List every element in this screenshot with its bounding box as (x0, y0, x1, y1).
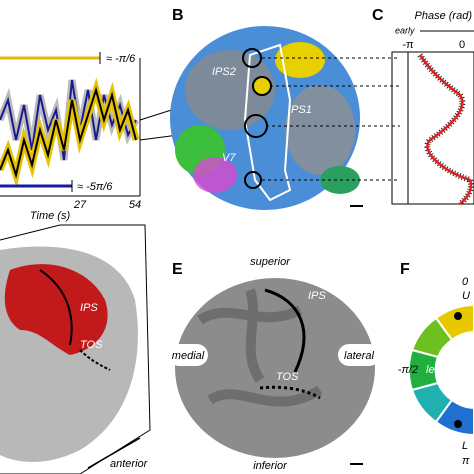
label-bg (338, 344, 380, 366)
panel-c: C Phase (rad) early -π 0 (372, 7, 474, 207)
panel-e: E superior medial lateral IPS TOS inferi… (168, 256, 380, 472)
roi-outline (243, 43, 292, 202)
arrow (87, 437, 141, 469)
roi-circle (252, 76, 272, 96)
marker (454, 420, 462, 428)
area-label: IPS (80, 302, 98, 314)
panel-b: B IPS2 IPS1 V7 (170, 7, 400, 210)
patch (285, 85, 355, 175)
tick-label: 27 (73, 199, 87, 211)
area-label: IPS (308, 290, 326, 302)
sulci (197, 288, 323, 407)
guides (262, 57, 400, 181)
area-label: TOS (80, 339, 103, 351)
panel-label: B (172, 7, 184, 24)
orientation-label: lateral (344, 350, 375, 362)
panel-label: E (172, 261, 183, 278)
trace-black (0, 86, 137, 179)
roi-region (4, 264, 108, 355)
tick-label: 54 (129, 199, 141, 211)
axis-title: Phase (rad) (415, 10, 473, 22)
tos-line (259, 385, 321, 400)
panel-d: IPS TOS anterior (0, 224, 151, 474)
sulcus-line (39, 269, 73, 346)
area-label: V7 (222, 152, 236, 164)
area-label: TOS (276, 371, 299, 383)
fit-curve (418, 54, 473, 205)
axis-label: Time (s) (30, 210, 71, 222)
wheel-label: 0 (462, 276, 469, 288)
panel-a: ≈ -π/6 ≈ -5π/6 27 54 Time (s) (0, 52, 256, 222)
phase-label: ≈ -5π/6 (77, 181, 113, 193)
wheel-label: U (462, 290, 470, 302)
area-label: IPS1 (288, 104, 312, 116)
patch (185, 50, 275, 130)
color-wheel (407, 303, 474, 437)
subtitle: early (395, 25, 415, 35)
orientation-label: medial (172, 350, 205, 362)
tick-label: -π (402, 39, 414, 51)
patch (193, 157, 237, 193)
panel-f: F 0 U -π/2 left L π (398, 261, 474, 467)
wheel-label: L (462, 440, 468, 452)
panel-label: F (400, 261, 410, 278)
orientation-label: inferior (253, 460, 288, 472)
orientation-label: superior (250, 256, 291, 268)
area-label: IPS2 (212, 66, 236, 78)
wheel-label: -π/2 (398, 364, 418, 376)
roi-circle (242, 48, 262, 68)
panel-label: C (372, 7, 384, 24)
bounding-box (0, 224, 151, 474)
wheel-label: π (462, 455, 470, 467)
tick-label: 0 (459, 39, 465, 51)
plot-frame (391, 51, 474, 205)
wheel-label: left (426, 364, 442, 376)
roi-circle (244, 171, 262, 189)
marker (454, 312, 462, 320)
inflated-brain (175, 278, 375, 458)
label-bg (168, 344, 208, 366)
direction-label: anterior (110, 458, 149, 470)
patch (275, 42, 325, 78)
ips-line (264, 288, 306, 373)
phase-label: ≈ -π/6 (106, 53, 136, 65)
